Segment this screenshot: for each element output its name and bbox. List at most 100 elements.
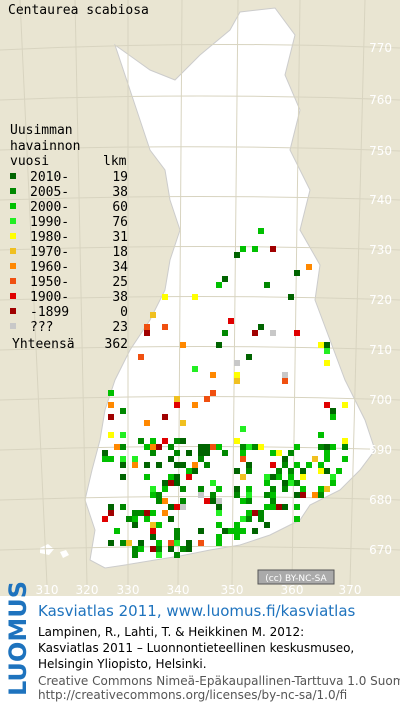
occurrence-square bbox=[240, 456, 246, 462]
occurrence-square bbox=[330, 444, 336, 450]
occurrence-square bbox=[264, 492, 270, 498]
occurrence-square bbox=[258, 228, 264, 234]
grid-label-east: 340 bbox=[167, 583, 190, 597]
license-badge: (cc) BY-NC-SA bbox=[265, 574, 327, 584]
occurrence-square bbox=[174, 450, 180, 456]
occurrence-square bbox=[270, 498, 276, 504]
occurrence-square bbox=[162, 438, 168, 444]
occurrence-square bbox=[330, 480, 336, 486]
occurrence-square bbox=[204, 396, 210, 402]
legend-count: 19 bbox=[112, 170, 128, 185]
footer-link[interactable]: Kasviatlas 2011, www.luomus.fi/kasviatla… bbox=[38, 602, 356, 620]
occurrence-square bbox=[246, 498, 252, 504]
legend-header: havainnon bbox=[10, 139, 80, 154]
occurrence-square bbox=[282, 462, 288, 468]
legend-label: 1900- bbox=[30, 290, 69, 305]
occurrence-square bbox=[234, 534, 240, 540]
occurrence-square bbox=[258, 444, 264, 450]
occurrence-square bbox=[294, 480, 300, 486]
occurrence-square bbox=[120, 408, 126, 414]
occurrence-square bbox=[240, 444, 246, 450]
occurrence-square bbox=[276, 504, 282, 510]
occurrence-square bbox=[108, 456, 114, 462]
occurrence-square bbox=[240, 516, 246, 522]
occurrence-square bbox=[132, 510, 138, 516]
occurrence-square bbox=[102, 516, 108, 522]
occurrence-square bbox=[198, 444, 204, 450]
occurrence-square bbox=[150, 450, 156, 456]
license-url[interactable]: http://creativecommons.org/licenses/by-n… bbox=[38, 688, 347, 702]
occurrence-square bbox=[132, 516, 138, 522]
occurrence-square bbox=[312, 492, 318, 498]
occurrence-square bbox=[270, 330, 276, 336]
grid-label-north: 680 bbox=[369, 493, 392, 507]
occurrence-square bbox=[108, 432, 114, 438]
occurrence-square bbox=[216, 486, 222, 492]
legend-count: 31 bbox=[112, 230, 128, 245]
occurrence-square bbox=[234, 528, 240, 534]
occurrence-square bbox=[138, 510, 144, 516]
legend-count: 38 bbox=[112, 185, 128, 200]
legend-swatch bbox=[10, 188, 16, 194]
occurrence-square bbox=[150, 510, 156, 516]
occurrence-square bbox=[300, 486, 306, 492]
occurrence-square bbox=[198, 450, 204, 456]
grid-label-east: 370 bbox=[339, 583, 362, 597]
occurrence-square bbox=[210, 480, 216, 486]
occurrence-square bbox=[222, 276, 228, 282]
occurrence-square bbox=[150, 486, 156, 492]
occurrence-square bbox=[108, 402, 114, 408]
occurrence-square bbox=[270, 492, 276, 498]
occurrence-square bbox=[138, 546, 144, 552]
occurrence-square bbox=[180, 486, 186, 492]
legend-label: ??? bbox=[30, 320, 53, 335]
occurrence-square bbox=[120, 462, 126, 468]
legend-swatch bbox=[10, 293, 16, 299]
occurrence-square bbox=[246, 444, 252, 450]
occurrence-square bbox=[222, 330, 228, 336]
occurrence-square bbox=[318, 468, 324, 474]
legend-count: 38 bbox=[112, 290, 128, 305]
occurrence-square bbox=[174, 462, 180, 468]
occurrence-square bbox=[156, 444, 162, 450]
occurrence-square bbox=[186, 474, 192, 480]
occurrence-square bbox=[270, 504, 276, 510]
occurrence-square bbox=[342, 438, 348, 444]
occurrence-square bbox=[324, 342, 330, 348]
legend-count: 18 bbox=[112, 245, 128, 260]
occurrence-square bbox=[168, 540, 174, 546]
occurrence-square bbox=[216, 504, 222, 510]
occurrence-square bbox=[198, 540, 204, 546]
islands bbox=[40, 544, 69, 558]
occurrence-square bbox=[318, 432, 324, 438]
occurrence-square bbox=[102, 456, 108, 462]
occurrence-square bbox=[264, 480, 270, 486]
occurrence-square bbox=[138, 438, 144, 444]
license-text: Creative Commons Nimeä-Epäkaupallinen-Ta… bbox=[38, 674, 400, 688]
occurrence-square bbox=[240, 426, 246, 432]
occurrence-square bbox=[252, 246, 258, 252]
occurrence-square bbox=[324, 456, 330, 462]
occurrence-square bbox=[216, 540, 222, 546]
grid-label-north: 670 bbox=[369, 543, 392, 557]
occurrence-square bbox=[174, 480, 180, 486]
occurrence-square bbox=[108, 414, 114, 420]
occurrence-square bbox=[180, 438, 186, 444]
country-outline bbox=[84, 7, 376, 569]
occurrence-square bbox=[174, 402, 180, 408]
occurrence-square bbox=[240, 474, 246, 480]
occurrence-square bbox=[270, 486, 276, 492]
occurrence-square bbox=[174, 396, 180, 402]
occurrence-square bbox=[270, 462, 276, 468]
occurrence-square bbox=[210, 390, 216, 396]
occurrence-square bbox=[114, 528, 120, 534]
occurrence-square bbox=[276, 468, 282, 474]
grid-label-north: 760 bbox=[369, 93, 392, 107]
occurrence-square bbox=[288, 474, 294, 480]
occurrence-square bbox=[252, 528, 258, 534]
occurrence-square bbox=[198, 486, 204, 492]
legend-label: 2005- bbox=[30, 185, 69, 200]
occurrence-square bbox=[198, 492, 204, 498]
grid-label-east: 350 bbox=[221, 583, 244, 597]
